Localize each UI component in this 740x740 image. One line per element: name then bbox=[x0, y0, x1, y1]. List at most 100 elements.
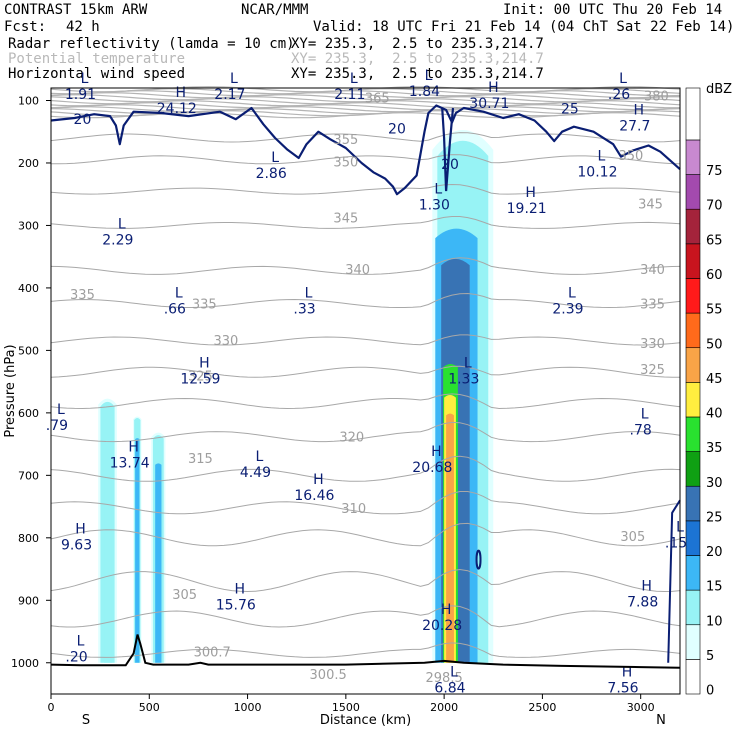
colorbar-box-60 bbox=[685, 243, 701, 279]
extremum-20-value: 4.49 bbox=[240, 465, 271, 481]
colorbar-box-35 bbox=[685, 416, 701, 452]
theta-label-300.7: 300.7 bbox=[194, 646, 231, 661]
extremum-8-value: 2.86 bbox=[256, 166, 287, 182]
extremum-1-type: L bbox=[230, 71, 238, 87]
theta-label-340: 340 bbox=[640, 263, 665, 278]
colorbar-top-box bbox=[685, 87, 701, 141]
theta-label-335: 335 bbox=[70, 288, 95, 303]
extremum-19-value: 13.74 bbox=[110, 456, 150, 472]
theta-label-325: 325 bbox=[188, 369, 213, 384]
y-tick-label-300: 300 bbox=[18, 219, 39, 232]
init-time: Init: 00 UTC Thu 20 Feb 14 bbox=[503, 2, 723, 18]
theta-label-298.5: 298.5 bbox=[426, 671, 463, 686]
isentrope-7 bbox=[50, 393, 681, 410]
extremum-3-value: 1.84 bbox=[409, 84, 440, 100]
theta-label-320: 320 bbox=[339, 431, 364, 446]
y-tick-label-200: 200 bbox=[18, 157, 39, 170]
extremum-4-type: L bbox=[619, 71, 627, 87]
isentrope-upper-7 bbox=[50, 100, 681, 107]
isentrope-15 bbox=[50, 132, 681, 143]
reflectivity-cell-main-core-4 bbox=[446, 413, 454, 663]
extremum-7-value: 27.7 bbox=[619, 118, 650, 134]
extremum-30-value: 6.84 bbox=[434, 681, 465, 697]
y-tick-label-100: 100 bbox=[18, 94, 39, 107]
extremum-25-value: .15 bbox=[665, 536, 687, 552]
extremum-18-value: .79 bbox=[46, 418, 68, 434]
colorbar-box-15 bbox=[685, 555, 701, 591]
extremum-29-type: L bbox=[77, 633, 85, 649]
colorbar-box-20 bbox=[685, 520, 701, 556]
extremum-9-value: 10.12 bbox=[577, 165, 617, 181]
extremum-26-type: H bbox=[235, 582, 246, 598]
reflectivity-cell-250-330-core-0 bbox=[104, 475, 112, 663]
colorbar-label-0: 0 bbox=[706, 684, 714, 699]
wind-label-20: 20 bbox=[388, 122, 406, 138]
isentrope-12 bbox=[50, 216, 681, 229]
wind-label-20: 20 bbox=[74, 112, 92, 128]
terrain-profile bbox=[50, 634, 681, 669]
isentrope-13 bbox=[50, 183, 681, 195]
colorbar-box-70 bbox=[685, 174, 701, 210]
extremum-24-type: H bbox=[75, 522, 86, 538]
y-tick-label-800: 800 bbox=[18, 532, 39, 545]
isentrope-11 bbox=[50, 257, 681, 275]
theta-label-355: 355 bbox=[333, 133, 358, 148]
isentrope-4 bbox=[50, 491, 681, 515]
extremum-27-type: H bbox=[641, 578, 652, 594]
colorbar-label-65: 65 bbox=[706, 233, 723, 248]
colorbar-box-40 bbox=[685, 382, 701, 418]
colorbar-label-25: 25 bbox=[706, 510, 723, 525]
extremum-10-type: L bbox=[434, 182, 442, 198]
wind-speed-contour-small bbox=[475, 549, 482, 570]
extremum-28-type: H bbox=[441, 602, 452, 618]
extremum-11-type: H bbox=[525, 185, 536, 201]
north-label: N bbox=[656, 713, 666, 728]
x-tick-label-2500: 2500 bbox=[528, 701, 556, 714]
extremum-27-value: 7.88 bbox=[627, 594, 658, 610]
colorbar-label-30: 30 bbox=[706, 476, 723, 491]
y-axis-label: Pressure (hPa) bbox=[3, 344, 18, 437]
extremum-26-value: 15.76 bbox=[216, 598, 256, 614]
colorbar-unit: dBZ bbox=[706, 82, 732, 97]
extremum-18-type: L bbox=[57, 402, 65, 418]
extremum-0-value: 1.91 bbox=[65, 87, 96, 103]
theta-label-330: 330 bbox=[214, 334, 239, 349]
extremum-22-value: .78 bbox=[630, 423, 652, 439]
plot-frame bbox=[50, 87, 681, 695]
field-3-name: Horizontal wind speed bbox=[8, 66, 186, 82]
y-tick-label-500: 500 bbox=[18, 344, 39, 357]
x-axis-label: Distance (km) bbox=[320, 713, 411, 728]
extremum-14-value: .33 bbox=[293, 301, 315, 317]
x-tick-label-2000: 2000 bbox=[430, 701, 458, 714]
extremum-19-type: H bbox=[128, 440, 139, 456]
isentrope-14 bbox=[51, 154, 681, 165]
y-tick-label-900: 900 bbox=[18, 594, 39, 607]
colorbar-label-40: 40 bbox=[706, 407, 723, 422]
extremum-21-type: H bbox=[431, 444, 442, 460]
theta-label-345: 345 bbox=[333, 211, 358, 226]
organization: NCAR/MMM bbox=[241, 2, 309, 18]
extremum-8-type: L bbox=[271, 150, 279, 166]
y-tick-label-400: 400 bbox=[18, 282, 39, 295]
wind-speed-contour-jet bbox=[50, 104, 681, 196]
colorbar-label-50: 50 bbox=[706, 337, 723, 352]
extremum-0-type: L bbox=[81, 71, 89, 87]
extremum-17-type: L bbox=[464, 355, 472, 371]
isentrope-2 bbox=[50, 568, 681, 593]
extremum-5-type: H bbox=[176, 85, 187, 101]
isentrope-1 bbox=[50, 605, 681, 628]
isentrope-upper-8 bbox=[50, 102, 680, 109]
isentrope-8 bbox=[50, 365, 680, 378]
y-tick-label-700: 700 bbox=[18, 469, 39, 482]
theta-label-380: 380 bbox=[644, 89, 669, 104]
theta-label-350: 350 bbox=[333, 156, 358, 171]
model-title: CONTRAST 15km ARW bbox=[4, 2, 148, 18]
y-tick-label-1000: 1000 bbox=[11, 657, 39, 670]
extremum-21-value: 20.68 bbox=[412, 460, 452, 476]
extremum-20-type: L bbox=[256, 449, 264, 465]
wind-speed-contour-right bbox=[667, 499, 681, 663]
extremum-15-value: 2.39 bbox=[552, 301, 583, 317]
extremum-12-value: 2.29 bbox=[102, 233, 133, 249]
extremum-23-value: 16.46 bbox=[294, 488, 334, 504]
